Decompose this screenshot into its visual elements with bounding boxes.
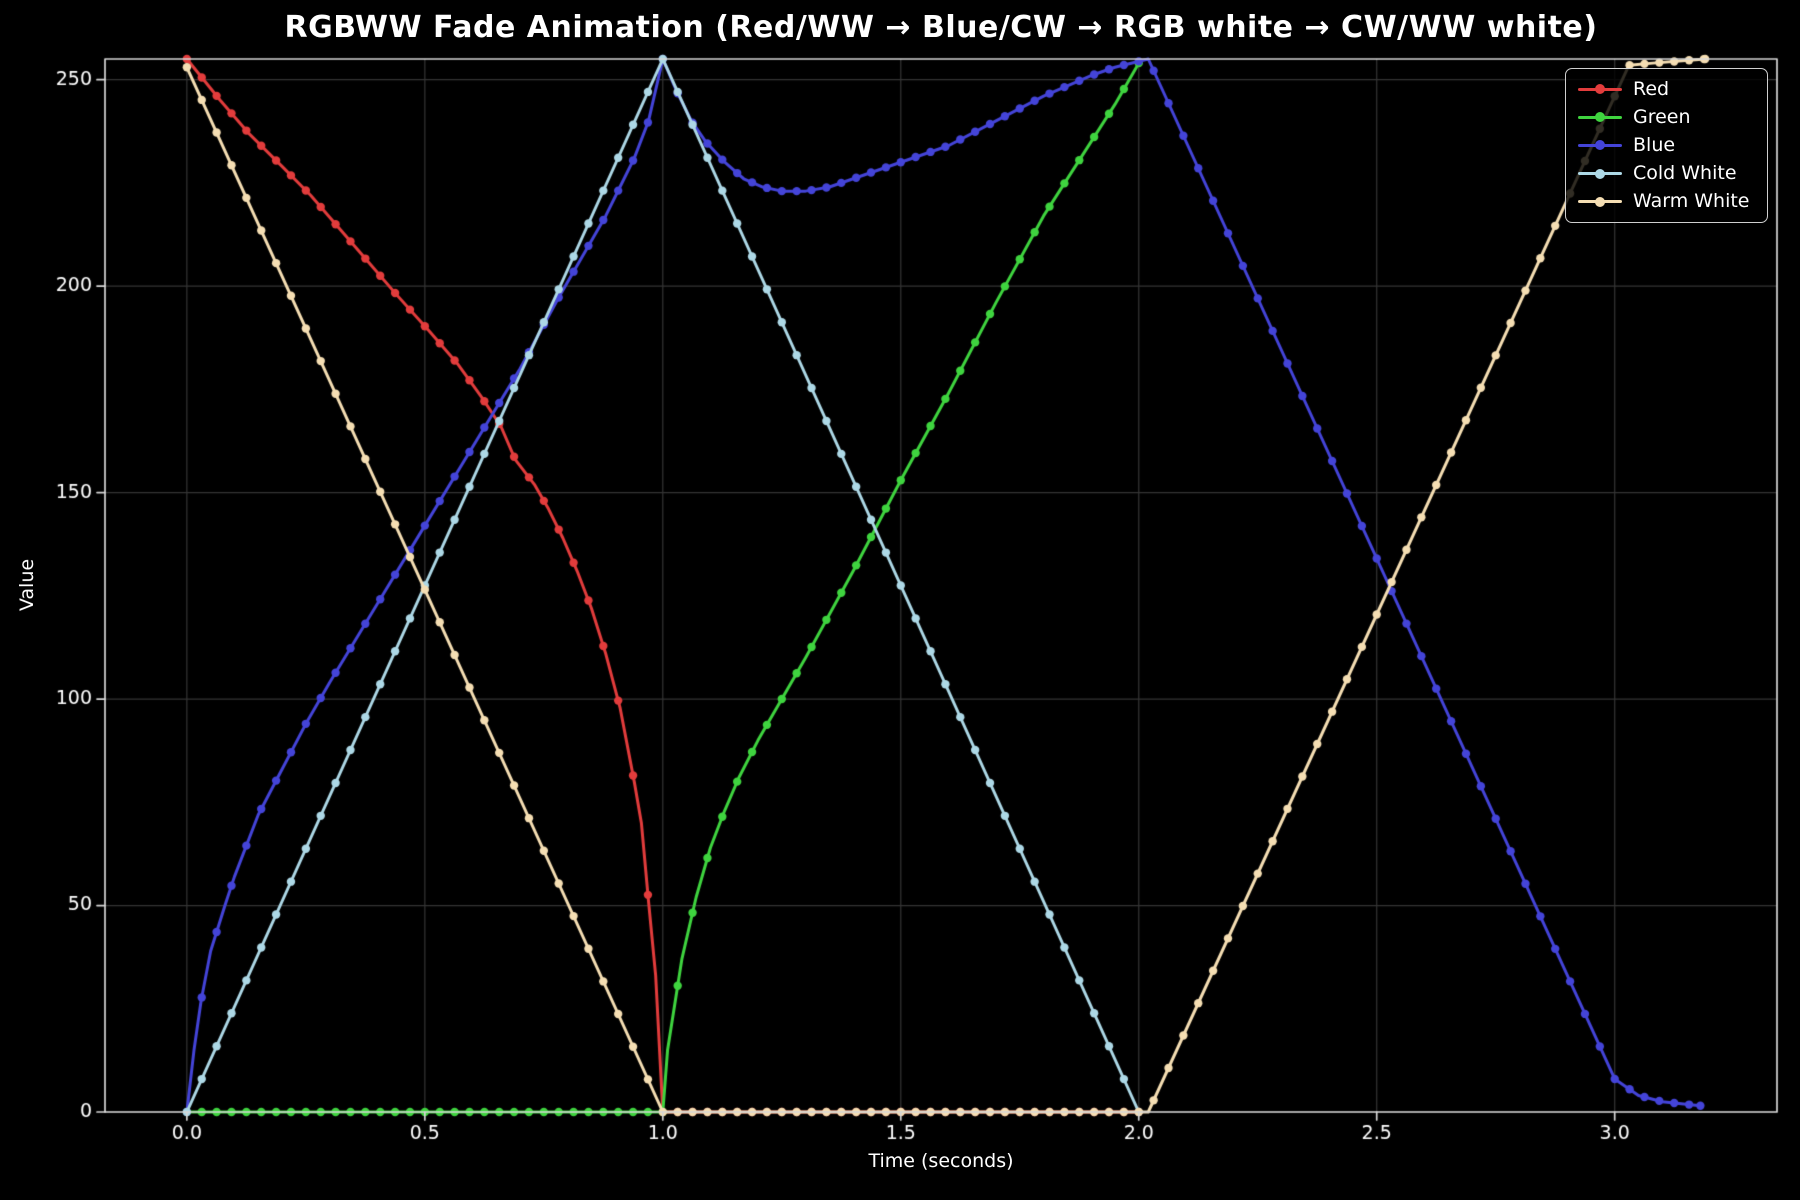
chart-title: RGBWW Fade Animation (Red/WW → Blue/CW →… [284, 10, 1598, 45]
legend-marker-icon [1595, 196, 1605, 207]
legend-swatch-icon [1578, 140, 1622, 151]
legend-swatch-icon [1578, 112, 1622, 123]
legend-swatch-icon [1578, 168, 1622, 179]
legend-swatch-icon [1578, 84, 1622, 95]
legend-marker-icon [1595, 84, 1605, 95]
legend-label: Red [1633, 77, 1670, 100]
y-axis-label: Value [16, 558, 38, 612]
x-axis-label: Time (seconds) [868, 1150, 1014, 1172]
legend-item-warm-white: Warm White [1578, 188, 1755, 216]
legend-label: Cold White [1633, 162, 1737, 185]
legend-marker-icon [1595, 112, 1605, 123]
legend-label: Warm White [1633, 190, 1750, 213]
legend-item-cold-white: Cold White [1578, 160, 1755, 188]
legend-marker-icon [1595, 140, 1605, 151]
legend: Red Green Blue Cold White Warm White [1565, 68, 1768, 223]
legend-item-blue: Blue [1578, 131, 1755, 159]
legend-swatch-icon [1578, 196, 1622, 207]
legend-item-green: Green [1578, 103, 1755, 131]
legend-item-red: Red [1578, 75, 1755, 103]
legend-marker-icon [1595, 168, 1605, 179]
legend-label: Green [1633, 105, 1691, 128]
legend-label: Blue [1633, 133, 1676, 156]
